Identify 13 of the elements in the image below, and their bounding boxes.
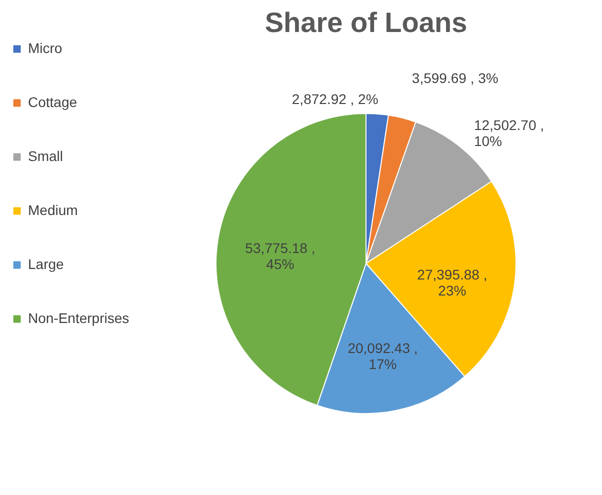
legend-label: Medium: [28, 202, 78, 218]
data-label: 2,872.92 , 2%: [292, 90, 378, 107]
legend-label: Small: [28, 148, 64, 164]
legend-label: Cottage: [28, 94, 78, 110]
data-label: 3,599.69 , 3%: [412, 70, 498, 86]
data-label: 27,395.88 , 23%: [417, 266, 488, 298]
chart-title: Share of Loans: [264, 7, 468, 38]
legend-label: Micro: [28, 40, 62, 56]
legend-label: Non-Enterprises: [28, 310, 130, 326]
data-label: 20,092.43 , 17%: [348, 340, 418, 372]
data-label: 12,502.70 , 10%: [474, 116, 544, 149]
legend-label: Large: [28, 256, 64, 272]
data-label: 53,775.18 , 45%: [245, 240, 316, 272]
